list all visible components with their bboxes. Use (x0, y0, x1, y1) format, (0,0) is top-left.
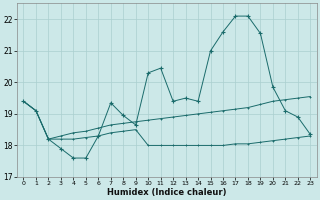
X-axis label: Humidex (Indice chaleur): Humidex (Indice chaleur) (107, 188, 227, 197)
